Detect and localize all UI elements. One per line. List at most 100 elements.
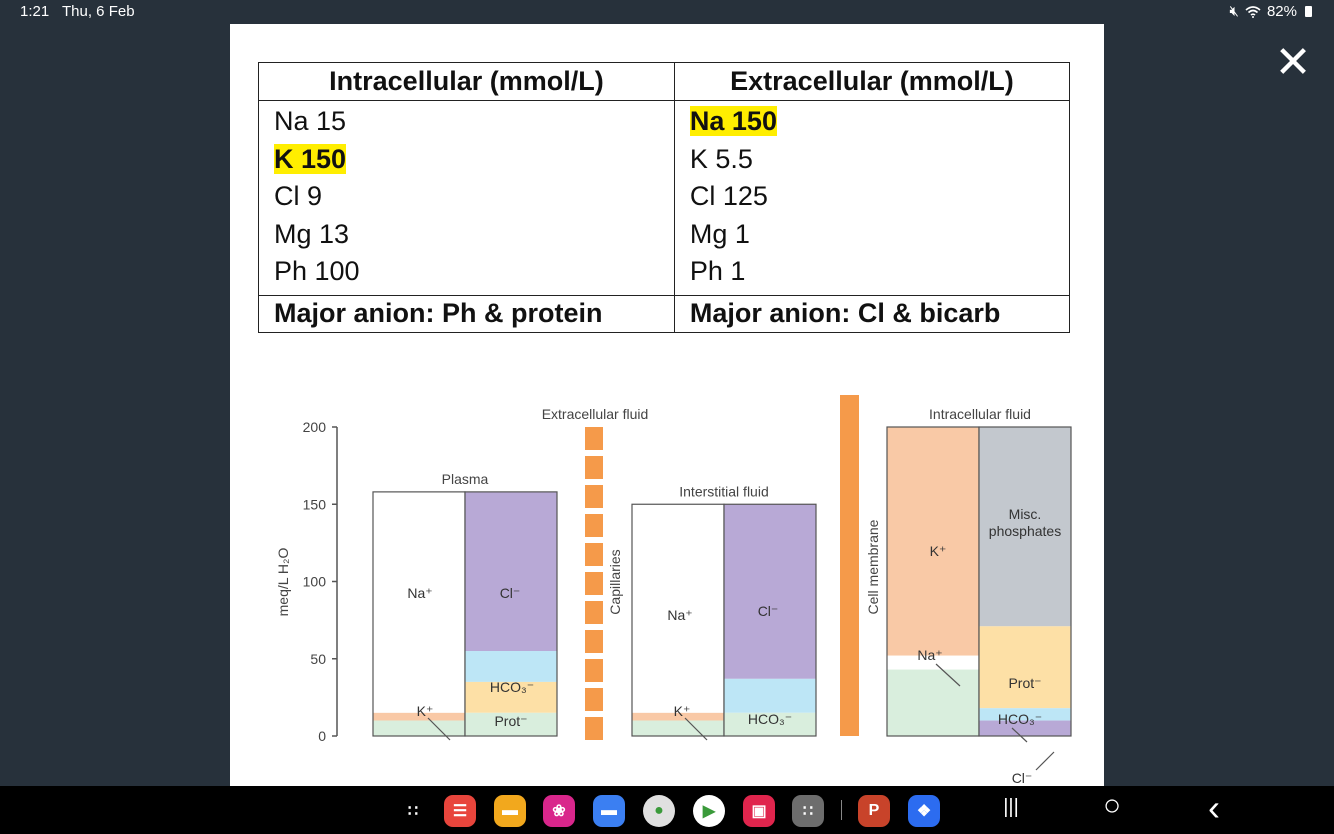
mute-icon: 🔇︎ — [1229, 3, 1239, 20]
intra-ph: Ph 100 — [274, 256, 360, 286]
status-bar: 1:21 Thu, 6 Feb 🔇︎ 82% — [0, 0, 1334, 24]
extracellular-label: Extracellular fluid — [542, 406, 649, 422]
plasma-k-label: K⁺ — [417, 703, 434, 719]
anion-column-segment — [979, 708, 1071, 721]
header-intracellular: Intracellular (mmol/L) — [258, 62, 675, 101]
intra-major-anion: Major anion: Ph & protein — [258, 294, 675, 333]
y-axis-label: meq/L H₂O — [275, 548, 291, 617]
anion-column-segment — [724, 678, 816, 713]
extra-cl: Cl 125 — [689, 181, 768, 211]
battery-icon — [1305, 6, 1312, 17]
capillary-segment — [585, 485, 603, 508]
leader-line — [1035, 751, 1055, 771]
extra-major-anion: Major anion: Cl & bicarb — [673, 294, 1071, 333]
anion-column-segment — [465, 651, 557, 682]
capillary-segment — [585, 572, 603, 595]
intra-phosphates-label: phosphates — [989, 523, 1061, 539]
app-drawer-icon[interactable]: ∷ — [397, 795, 429, 827]
fluid-composition-chart: 0 50 100 150 200 meq/L H₂O Extracellular fluid… — [275, 395, 1072, 786]
cation-column-segment — [887, 655, 979, 670]
capillary-segment — [585, 688, 603, 711]
electrolyte-table: Intracellular (mmol/L) Extracellular (mm… — [258, 62, 1071, 333]
capillary-segment — [585, 659, 603, 682]
anion-column-outline — [723, 503, 817, 737]
plasma-prot-label: Prot⁻ — [494, 713, 527, 729]
y-tick-label: 0 — [318, 728, 326, 744]
leader-line — [427, 717, 451, 741]
capillary-segment — [585, 427, 603, 450]
capillary-segment — [585, 456, 603, 479]
extra-k: K 5.5 — [689, 143, 753, 174]
anion-column-segment — [979, 427, 1071, 627]
intracellular-values: Na 15 K 150 Cl 9 Mg 13 Ph 100 — [258, 100, 675, 296]
intra-hco3-label: HCO₃⁻ — [998, 711, 1042, 727]
header-extracellular: Extracellular (mmol/L) — [673, 62, 1071, 101]
interstitial-cl-label: Cl⁻ — [758, 603, 779, 619]
y-tick-label: 150 — [303, 496, 327, 512]
cation-column-segment — [887, 669, 979, 736]
capillaries-label: Capillaries — [607, 549, 623, 614]
intra-cl: Cl 9 — [274, 181, 323, 211]
dropbox-icon[interactable]: ❖ — [908, 795, 940, 827]
apps-grid-icon[interactable]: ∷ — [792, 795, 824, 827]
leader-line — [684, 717, 708, 741]
extra-na: Na 150 — [689, 106, 777, 136]
home-button[interactable]: ○ — [1102, 789, 1122, 822]
anion-column-outline — [464, 491, 558, 737]
anion-column-segment — [979, 720, 1071, 736]
intracellular-label: Intracellular fluid — [929, 406, 1031, 422]
capillary-segment — [585, 717, 603, 740]
status-time: 1:21 — [20, 3, 50, 20]
cell-membrane-label: Cell membrane — [865, 519, 881, 614]
compartment-label: Plasma — [442, 471, 489, 487]
chrome-icon[interactable]: ● — [643, 795, 675, 827]
dock-separator — [841, 800, 842, 820]
cation-column-segment — [887, 427, 979, 656]
cation-column-segment — [373, 712, 465, 721]
y-tick-label: 50 — [310, 651, 326, 667]
back-button[interactable]: ‹ — [1208, 787, 1220, 828]
files-icon[interactable]: ▬ — [494, 795, 526, 827]
intra-mg: Mg 13 — [274, 218, 350, 249]
compartment-label: Interstitial fluid — [679, 483, 768, 499]
plasma-hco3-label: HCO₃⁻ — [490, 679, 534, 695]
leader-line — [935, 663, 961, 687]
intra-misc-label: Misc. — [1009, 506, 1042, 522]
notes-icon[interactable]: ☰ — [444, 795, 476, 827]
capillary-segment — [585, 630, 603, 653]
y-tick-label: 100 — [303, 574, 327, 590]
wifi-icon — [1245, 5, 1261, 18]
cell-membrane-bar — [840, 395, 859, 736]
camera-icon[interactable]: ▣ — [743, 795, 775, 827]
battery-percent: 82% — [1266, 3, 1297, 20]
cation-column-segment — [632, 712, 724, 721]
extra-ph: Ph 1 — [689, 256, 746, 286]
powerpoint-icon[interactable]: P — [858, 795, 890, 827]
interstitial-hco3-label: HCO₃⁻ — [748, 711, 792, 727]
anion-column-segment — [724, 504, 816, 679]
capillary-segment — [585, 514, 603, 537]
messages-icon[interactable]: ▬ — [593, 795, 625, 827]
capillary-segment — [585, 601, 603, 624]
intra-prot-label: Prot⁻ — [1008, 675, 1041, 691]
close-icon[interactable]: ✕ — [1274, 38, 1312, 87]
interstitial-na-label: Na⁺ — [667, 607, 692, 623]
anion-column-segment — [724, 712, 816, 736]
anion-column-segment — [465, 681, 557, 713]
plasma-cl-label: Cl⁻ — [500, 585, 521, 601]
status-date: Thu, 6 Feb — [62, 3, 135, 20]
extracellular-values: Na 150 K 5.5 Cl 125 Mg 1 Ph 1 — [673, 100, 1071, 296]
cation-column-segment — [632, 720, 724, 736]
intra-na-label: Na⁺ — [917, 647, 942, 663]
anion-column-outline — [978, 426, 1072, 737]
plasma-na-label: Na⁺ — [407, 585, 432, 601]
flower-icon[interactable]: ❀ — [543, 795, 575, 827]
y-tick-label: 200 — [303, 419, 327, 435]
intra-cl-label: Cl⁻ — [1012, 770, 1033, 786]
recents-button[interactable]: ||| — [1003, 796, 1019, 818]
intra-k-label: K⁺ — [930, 543, 947, 559]
extra-mg: Mg 1 — [689, 218, 750, 249]
cation-column-segment — [373, 720, 465, 736]
play-store-icon[interactable]: ▶ — [693, 795, 725, 827]
status-right: 🔇︎ 82% — [1230, 3, 1312, 20]
